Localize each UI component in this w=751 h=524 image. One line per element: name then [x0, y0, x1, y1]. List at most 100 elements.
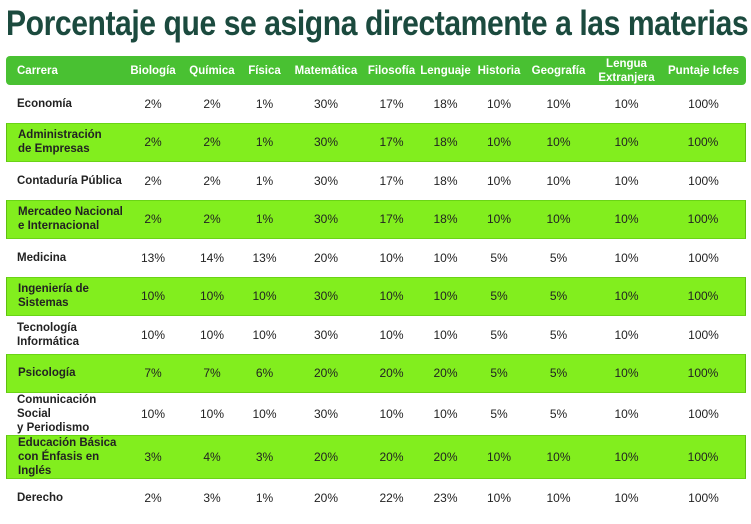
- percentage-cell: 20%: [287, 435, 365, 479]
- table-row: Ingeniería de Sistemas 10% 10% 10% 30% 10% 10%…: [6, 276, 746, 316]
- percentage-cell: 23%: [433, 490, 458, 505]
- column-header: Lenguaje: [418, 56, 473, 85]
- column-header: Puntaje Icfes: [661, 56, 746, 85]
- percentage-cell: 3%: [124, 435, 182, 479]
- percentage-cell: 5%: [490, 327, 508, 342]
- percentage-cell: 18%: [433, 96, 458, 111]
- percentage-cell: 5%: [549, 250, 568, 265]
- percentage-cell: 1%: [255, 490, 274, 505]
- percentage-cell: 5%: [549, 327, 568, 342]
- percentage-cell: 10%: [592, 199, 661, 239]
- page-title: Porcentaje que se asigna directamente a …: [6, 4, 749, 43]
- percentage-cell: 2%: [144, 173, 162, 188]
- percentage-cell: 10%: [199, 327, 225, 342]
- percentage-cell: 20%: [313, 250, 339, 265]
- percentage-cell: 10%: [592, 353, 661, 393]
- percentage-cell: 10%: [242, 276, 287, 316]
- percentage-cell: 5%: [473, 276, 525, 316]
- percentage-cell: 3%: [242, 435, 287, 479]
- percentage-cell: 4%: [182, 435, 242, 479]
- percentage-cell: 1%: [242, 199, 287, 239]
- percentage-cell: 10%: [614, 250, 639, 265]
- table-row: Tecnología Informática 10% 10% 10% 30% 10% 10%…: [6, 316, 746, 354]
- career-name-cell: Medicina: [17, 251, 67, 264]
- percentage-cell: 5%: [525, 276, 592, 316]
- career-name-cell: Contaduría Pública: [17, 174, 122, 187]
- percentage-cell: 18%: [418, 199, 473, 239]
- percentage-cell: 10%: [433, 250, 458, 265]
- percentage-cell: 100%: [661, 122, 746, 162]
- table-body: Economía 2% 2% 1% 30% 17% 18% 10% 10% 10% 100% Admi…: [6, 85, 746, 517]
- career-name-cell: Tecnología Informática: [17, 321, 79, 348]
- percentage-cell: 100%: [661, 353, 746, 393]
- percentage-cell: 30%: [287, 199, 365, 239]
- percentage-cell: 17%: [379, 173, 404, 188]
- percentage-cell: 18%: [418, 122, 473, 162]
- percentage-cell: 6%: [242, 353, 287, 393]
- percentage-cell: 7%: [124, 353, 182, 393]
- percentage-cell: 100%: [688, 250, 719, 265]
- column-header: Física: [242, 56, 287, 85]
- percentage-cell: 18%: [433, 173, 458, 188]
- percentage-cell: 10%: [614, 490, 639, 505]
- percentage-cell: 2%: [144, 96, 162, 111]
- career-name-cell: Comunicación Social y Periodismo: [17, 394, 97, 434]
- percentage-cell: 2%: [124, 199, 182, 239]
- percentage-cell: 10%: [473, 435, 525, 479]
- percentage-cell: 10%: [592, 435, 661, 479]
- career-name-cell: Ingeniería de Sistemas: [6, 276, 124, 316]
- percentage-cell: 10%: [433, 407, 458, 421]
- percentage-cell: 10%: [199, 407, 225, 421]
- percentage-cell: 13%: [140, 250, 166, 265]
- percentage-cell: 10%: [486, 96, 512, 111]
- percentage-cell: 5%: [549, 407, 568, 421]
- column-header: Filosofía: [365, 56, 418, 85]
- percentage-cell: 10%: [614, 327, 639, 342]
- table-row: Educación Básica con Énfasis en Inglés 3%…: [6, 435, 746, 479]
- percentage-cell: 30%: [313, 96, 339, 111]
- percentage-cell: 20%: [418, 435, 473, 479]
- percentages-table: Carrera Biología Química Física Matemática Fi…: [6, 56, 746, 517]
- table-row: Derecho 2% 3% 1% 20% 22% 23% 10% 10% 10% 100%: [6, 479, 746, 517]
- percentage-cell: 2%: [124, 122, 182, 162]
- column-header: Carrera: [6, 56, 124, 85]
- percentage-cell: 100%: [688, 407, 719, 421]
- table-row: Medicina 13% 14% 13% 20% 10% 10% 5% 5% 10% 100%: [6, 239, 746, 277]
- percentage-cell: 10%: [546, 490, 571, 505]
- percentage-cell: 10%: [525, 122, 592, 162]
- percentage-cell: 30%: [313, 173, 339, 188]
- percentage-cell: 30%: [287, 276, 365, 316]
- percentage-cell: 20%: [287, 353, 365, 393]
- career-name-cell: Economía: [17, 97, 72, 110]
- percentage-cell: 10%: [614, 173, 639, 188]
- percentage-cell: 10%: [379, 250, 404, 265]
- percentage-cell: 30%: [287, 122, 365, 162]
- column-header: Geografía: [525, 56, 592, 85]
- percentage-cell: 2%: [203, 173, 221, 188]
- percentage-cell: 5%: [490, 407, 508, 421]
- percentage-cell: 10%: [473, 122, 525, 162]
- percentage-cell: 100%: [688, 490, 719, 505]
- column-header: Matemática: [287, 56, 365, 85]
- percentage-cell: 10%: [252, 327, 277, 342]
- percentage-cell: 30%: [313, 327, 339, 342]
- column-header: Biología: [124, 56, 182, 85]
- percentage-cell: 10%: [365, 276, 418, 316]
- career-name-cell: Administración de Empresas: [6, 122, 124, 162]
- percentage-cell: 100%: [661, 199, 746, 239]
- percentage-cell: 10%: [433, 327, 458, 342]
- percentage-cell: 10%: [124, 276, 182, 316]
- percentage-cell: 10%: [525, 199, 592, 239]
- table-row: Contaduría Pública 2% 2% 1% 30% 17% 18% 10% 10% 1…: [6, 162, 746, 200]
- percentage-cell: 10%: [473, 199, 525, 239]
- percentage-cell: 5%: [525, 353, 592, 393]
- percentage-cell: 10%: [252, 407, 277, 421]
- percentage-cell: 100%: [688, 173, 719, 188]
- percentage-cell: 100%: [688, 327, 719, 342]
- percentage-cell: 10%: [379, 327, 404, 342]
- table-row: Mercadeo Nacional e Internacional 2% 2% 1% 3…: [6, 199, 746, 239]
- percentage-cell: 10%: [546, 173, 571, 188]
- percentage-cell: 7%: [182, 353, 242, 393]
- career-name-cell: Psicología: [6, 353, 124, 393]
- percentage-cell: 17%: [379, 96, 404, 111]
